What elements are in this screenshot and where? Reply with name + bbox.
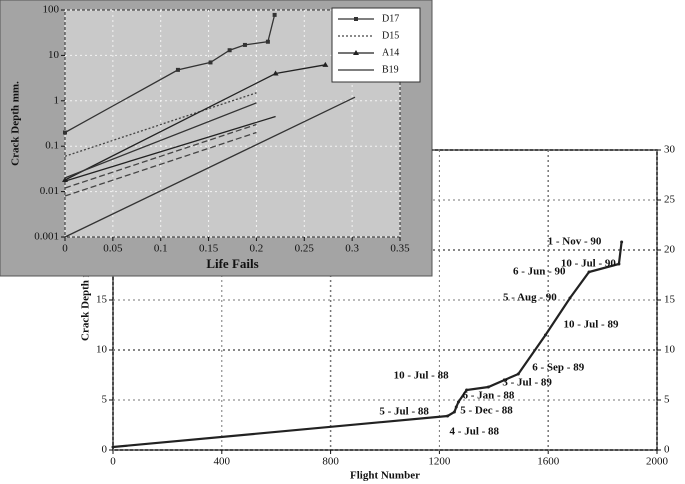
x-tick-label: 1200 bbox=[428, 456, 451, 468]
marker bbox=[465, 388, 469, 392]
x-tick-label: 2000 bbox=[646, 456, 669, 468]
y-tick-label: 10 bbox=[48, 49, 60, 61]
marker bbox=[516, 372, 520, 376]
y-tick-label: 20 bbox=[664, 244, 676, 256]
marker bbox=[587, 270, 591, 274]
y-tick-label: 15 bbox=[96, 294, 108, 306]
marker bbox=[175, 67, 180, 72]
x-axis-label: Flight Number bbox=[350, 470, 420, 482]
x-tick-label: 0.25 bbox=[295, 243, 315, 255]
point-annotation: 4 - Jul - 88 bbox=[450, 426, 500, 438]
marker bbox=[543, 333, 547, 337]
marker bbox=[322, 61, 329, 67]
x-tick-label: 0 bbox=[110, 456, 116, 468]
legend-swatch bbox=[353, 50, 359, 55]
y-tick-label: 15 bbox=[664, 294, 676, 306]
data-line bbox=[64, 123, 257, 189]
point-annotation: 5 - Aug - 90 bbox=[503, 292, 557, 304]
y-tick-label: 5 bbox=[664, 394, 670, 406]
y-tick-label: 30 bbox=[664, 144, 676, 156]
data-line bbox=[64, 92, 257, 157]
y-tick-label: 0 bbox=[102, 444, 108, 456]
x-tick-label: 400 bbox=[214, 456, 231, 468]
point-annotation: 5 - Jul - 88 bbox=[379, 406, 429, 418]
marker bbox=[568, 296, 572, 300]
marker bbox=[486, 385, 490, 389]
point-annotation: 5 - Dec - 88 bbox=[460, 405, 513, 417]
point-annotation: 6 - Jan - 88 bbox=[462, 390, 514, 402]
x-tick-label: 0.35 bbox=[390, 243, 410, 255]
x-tick-label: 0.1 bbox=[154, 243, 168, 255]
point-annotation: 6 - Sep - 89 bbox=[532, 362, 584, 374]
x-tick-label: 0.3 bbox=[345, 243, 359, 255]
legend-label: B19 bbox=[382, 64, 399, 75]
marker bbox=[454, 405, 458, 409]
x-tick-label: 0.05 bbox=[103, 243, 123, 255]
point-annotation: 10 - Jul - 88 bbox=[394, 370, 450, 382]
x-tick-label: 800 bbox=[322, 456, 339, 468]
data-line bbox=[64, 102, 257, 179]
marker bbox=[272, 12, 277, 17]
y-tick-label: 0.01 bbox=[40, 185, 59, 197]
marker bbox=[242, 42, 247, 47]
point-annotation: 3 - Jul - 89 bbox=[502, 377, 552, 389]
data-line bbox=[64, 115, 276, 182]
y-tick-label: 100 bbox=[43, 4, 60, 16]
x-tick-label: 0 bbox=[62, 243, 68, 255]
x-tick-label: 1600 bbox=[537, 456, 560, 468]
y-tick-label: 10 bbox=[96, 344, 108, 356]
x-tick-label: 0.2 bbox=[250, 243, 264, 255]
point-annotation: 10 - Jul - 90 bbox=[561, 258, 617, 270]
legend-label: A14 bbox=[382, 47, 399, 58]
marker bbox=[452, 410, 456, 414]
y-tick-label: 5 bbox=[102, 394, 108, 406]
point-annotation: 10 - Jul - 89 bbox=[563, 319, 619, 331]
y-tick-label: 25 bbox=[664, 194, 676, 206]
y-axis-label: Crack Depth mm. bbox=[10, 81, 22, 166]
y-tick-label: 10 bbox=[664, 344, 676, 356]
marker bbox=[208, 60, 213, 65]
y-tick-label: 1 bbox=[54, 94, 60, 106]
marker bbox=[272, 70, 279, 76]
marker bbox=[63, 130, 67, 135]
y-tick-label: 0.1 bbox=[45, 140, 59, 152]
data-line bbox=[64, 96, 356, 238]
x-tick-label: 0.15 bbox=[199, 243, 219, 255]
y-axis-label: Crack Depth mm bbox=[80, 259, 92, 341]
data-line bbox=[64, 131, 257, 197]
marker bbox=[617, 262, 621, 266]
legend-swatch bbox=[354, 17, 358, 21]
inset-chart: 0 0.05 0.1 0.15 0.2 0.25 0.3 0.35 0.001 0.01 0.1 1 1… bbox=[0, 0, 433, 277]
marker bbox=[111, 445, 115, 449]
marker bbox=[265, 39, 270, 44]
marker bbox=[620, 240, 624, 244]
marker bbox=[446, 414, 450, 418]
point-annotation: 1 - Nov - 90 bbox=[548, 236, 602, 248]
marker bbox=[456, 400, 460, 404]
legend-label: D17 bbox=[382, 13, 399, 24]
legend-label: D15 bbox=[382, 30, 399, 41]
y-tick-label: 0.001 bbox=[34, 231, 59, 243]
x-axis-label: Life Fails bbox=[206, 256, 258, 271]
point-annotation: 6 - Jun - 90 bbox=[513, 266, 566, 278]
y-tick-label: 0 bbox=[664, 444, 670, 456]
marker bbox=[227, 48, 232, 53]
